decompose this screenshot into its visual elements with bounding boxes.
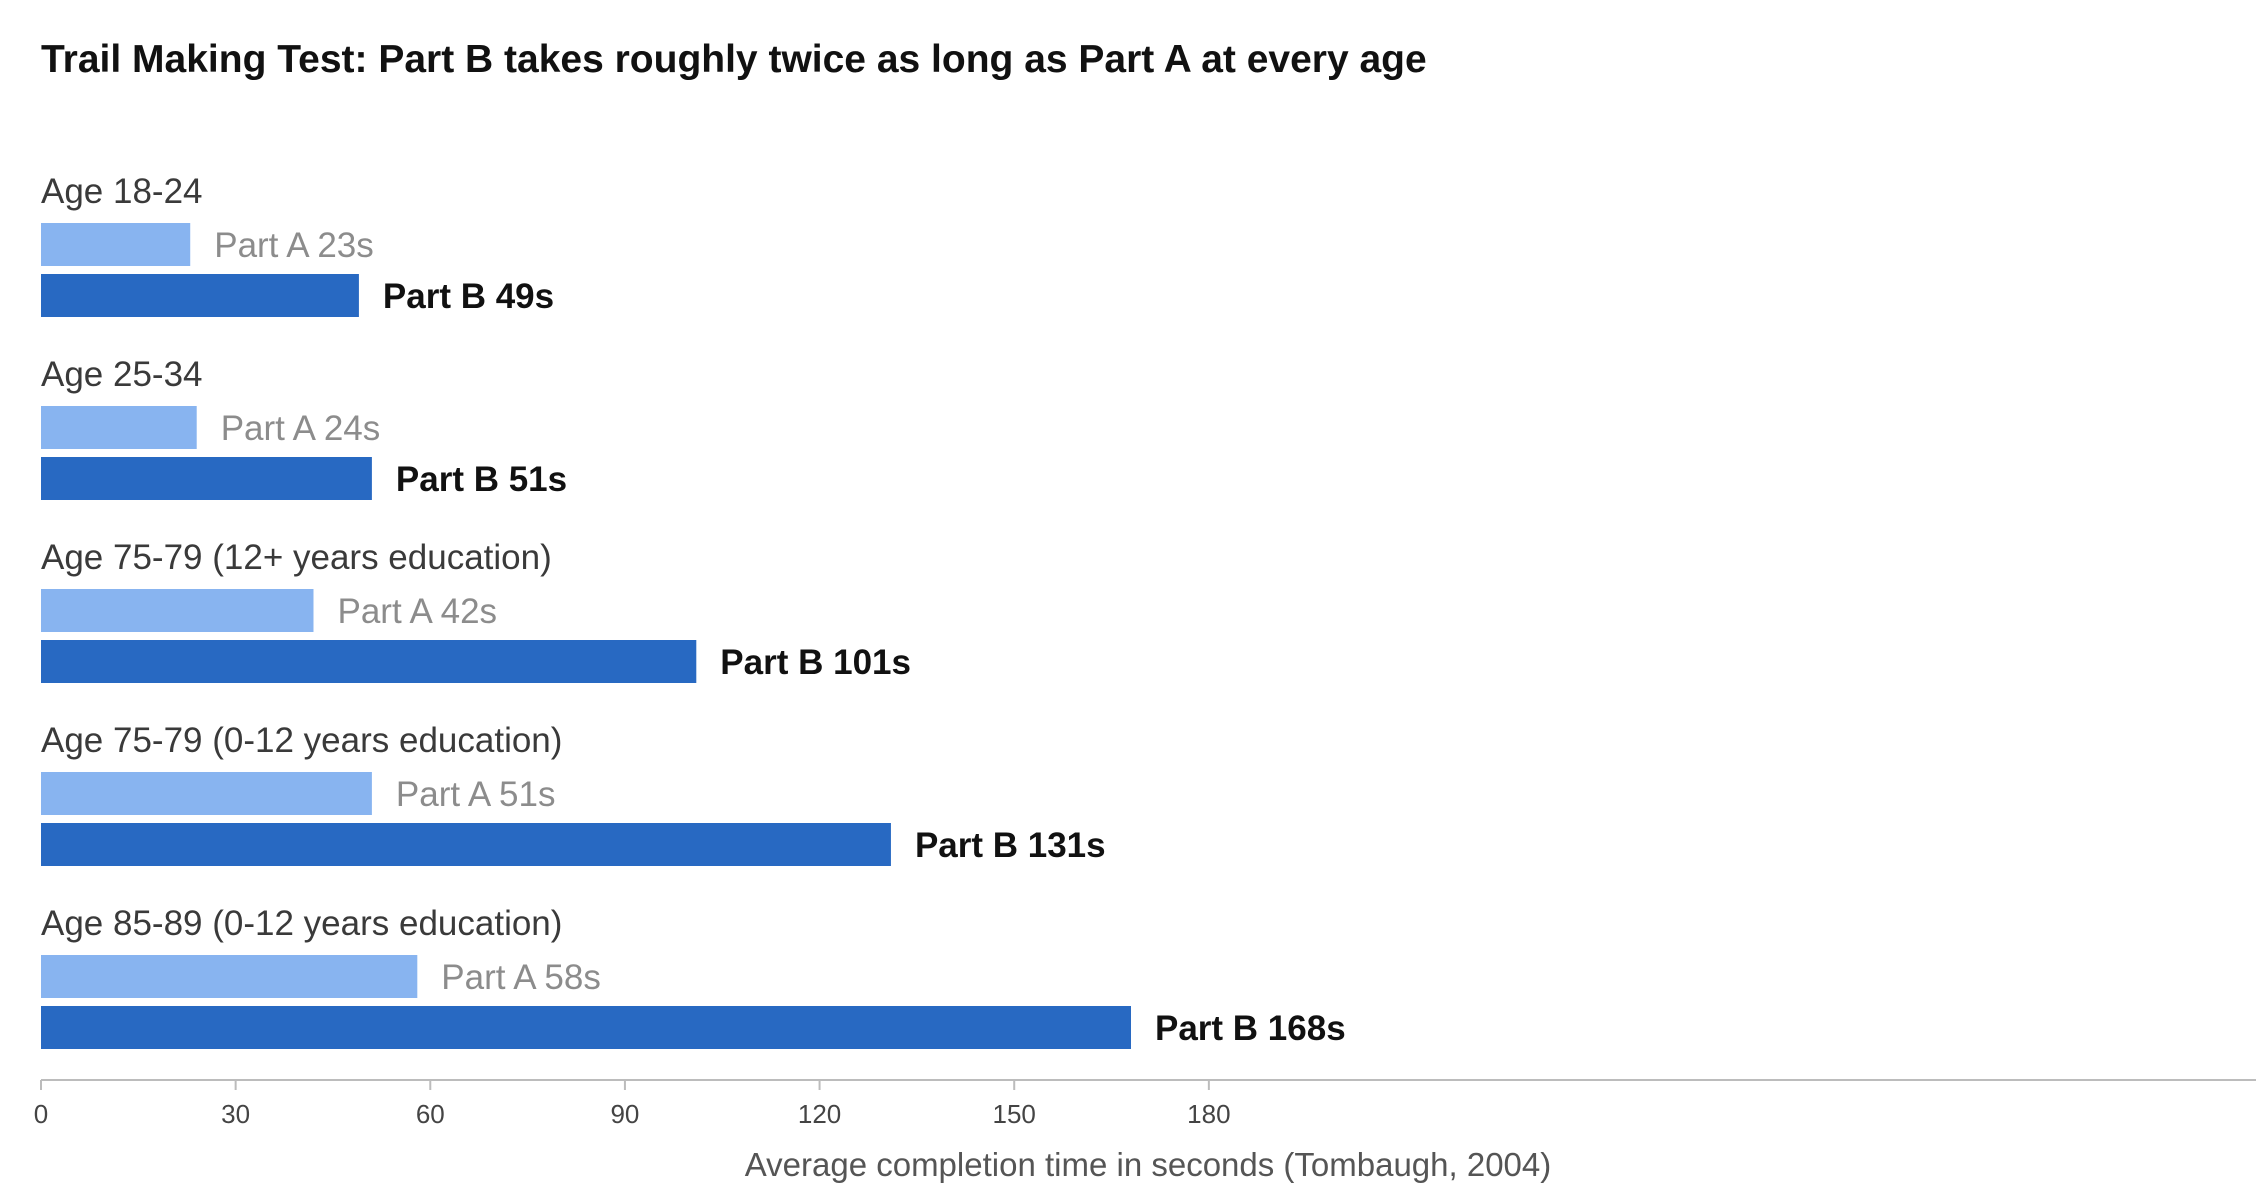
- data-label-part-a: Part A 24s: [221, 409, 381, 448]
- category-label: Age 85-89 (0-12 years education): [41, 904, 562, 943]
- category-label: Age 18-24: [41, 172, 203, 211]
- bar-group: Age 85-89 (0-12 years education) Part A 5…: [41, 904, 1346, 1049]
- category-label: Age 75-79 (0-12 years education): [41, 721, 562, 760]
- bar-part-b: [41, 1006, 1131, 1049]
- bar-part-b: [41, 823, 891, 866]
- data-label-part-b: Part B 168s: [1155, 1009, 1346, 1048]
- bar-group: Age 75-79 (12+ years education) Part A 42…: [41, 538, 911, 683]
- data-label-part-a: Part A 42s: [338, 592, 498, 631]
- bar-part-a: [41, 955, 418, 998]
- chart-title: Trail Making Test: Part B takes roughly …: [41, 38, 1427, 81]
- data-label-part-a: Part A 51s: [396, 775, 556, 814]
- data-label-part-b: Part B 131s: [915, 826, 1106, 865]
- data-label-part-b: Part B 101s: [720, 643, 911, 682]
- x-tick-label: 180: [1187, 1099, 1230, 1129]
- data-label-part-b: Part B 49s: [383, 277, 554, 316]
- bar-part-a: [41, 406, 197, 449]
- category-label: Age 25-34: [41, 355, 203, 394]
- x-tick-label: 150: [993, 1099, 1036, 1129]
- x-tick-label: 30: [221, 1099, 250, 1129]
- x-tick-label: 90: [610, 1099, 639, 1129]
- bar-group: Age 25-34 Part A 24s Part B 51s: [41, 355, 567, 500]
- x-axis: 0 30 60 90 120 150 180: [34, 1079, 2256, 1129]
- data-label-part-b: Part B 51s: [396, 460, 567, 499]
- data-label-part-a: Part A 23s: [214, 226, 374, 265]
- x-axis-title: Average completion time in seconds (Tomb…: [745, 1146, 1552, 1183]
- data-label-part-a: Part A 58s: [441, 958, 601, 997]
- x-tick-label: 120: [798, 1099, 841, 1129]
- x-tick-label: 60: [416, 1099, 445, 1129]
- bar-part-b: [41, 457, 372, 500]
- bar-group: Age 75-79 (0-12 years education) Part A 5…: [41, 721, 1106, 866]
- x-tick-label: 0: [34, 1099, 48, 1129]
- bar-part-b: [41, 640, 697, 683]
- category-label: Age 75-79 (12+ years education): [41, 538, 552, 577]
- bar-part-a: [41, 772, 372, 815]
- bar-part-a: [41, 589, 314, 632]
- bar-part-b: [41, 274, 359, 317]
- bar-part-a: [41, 223, 191, 266]
